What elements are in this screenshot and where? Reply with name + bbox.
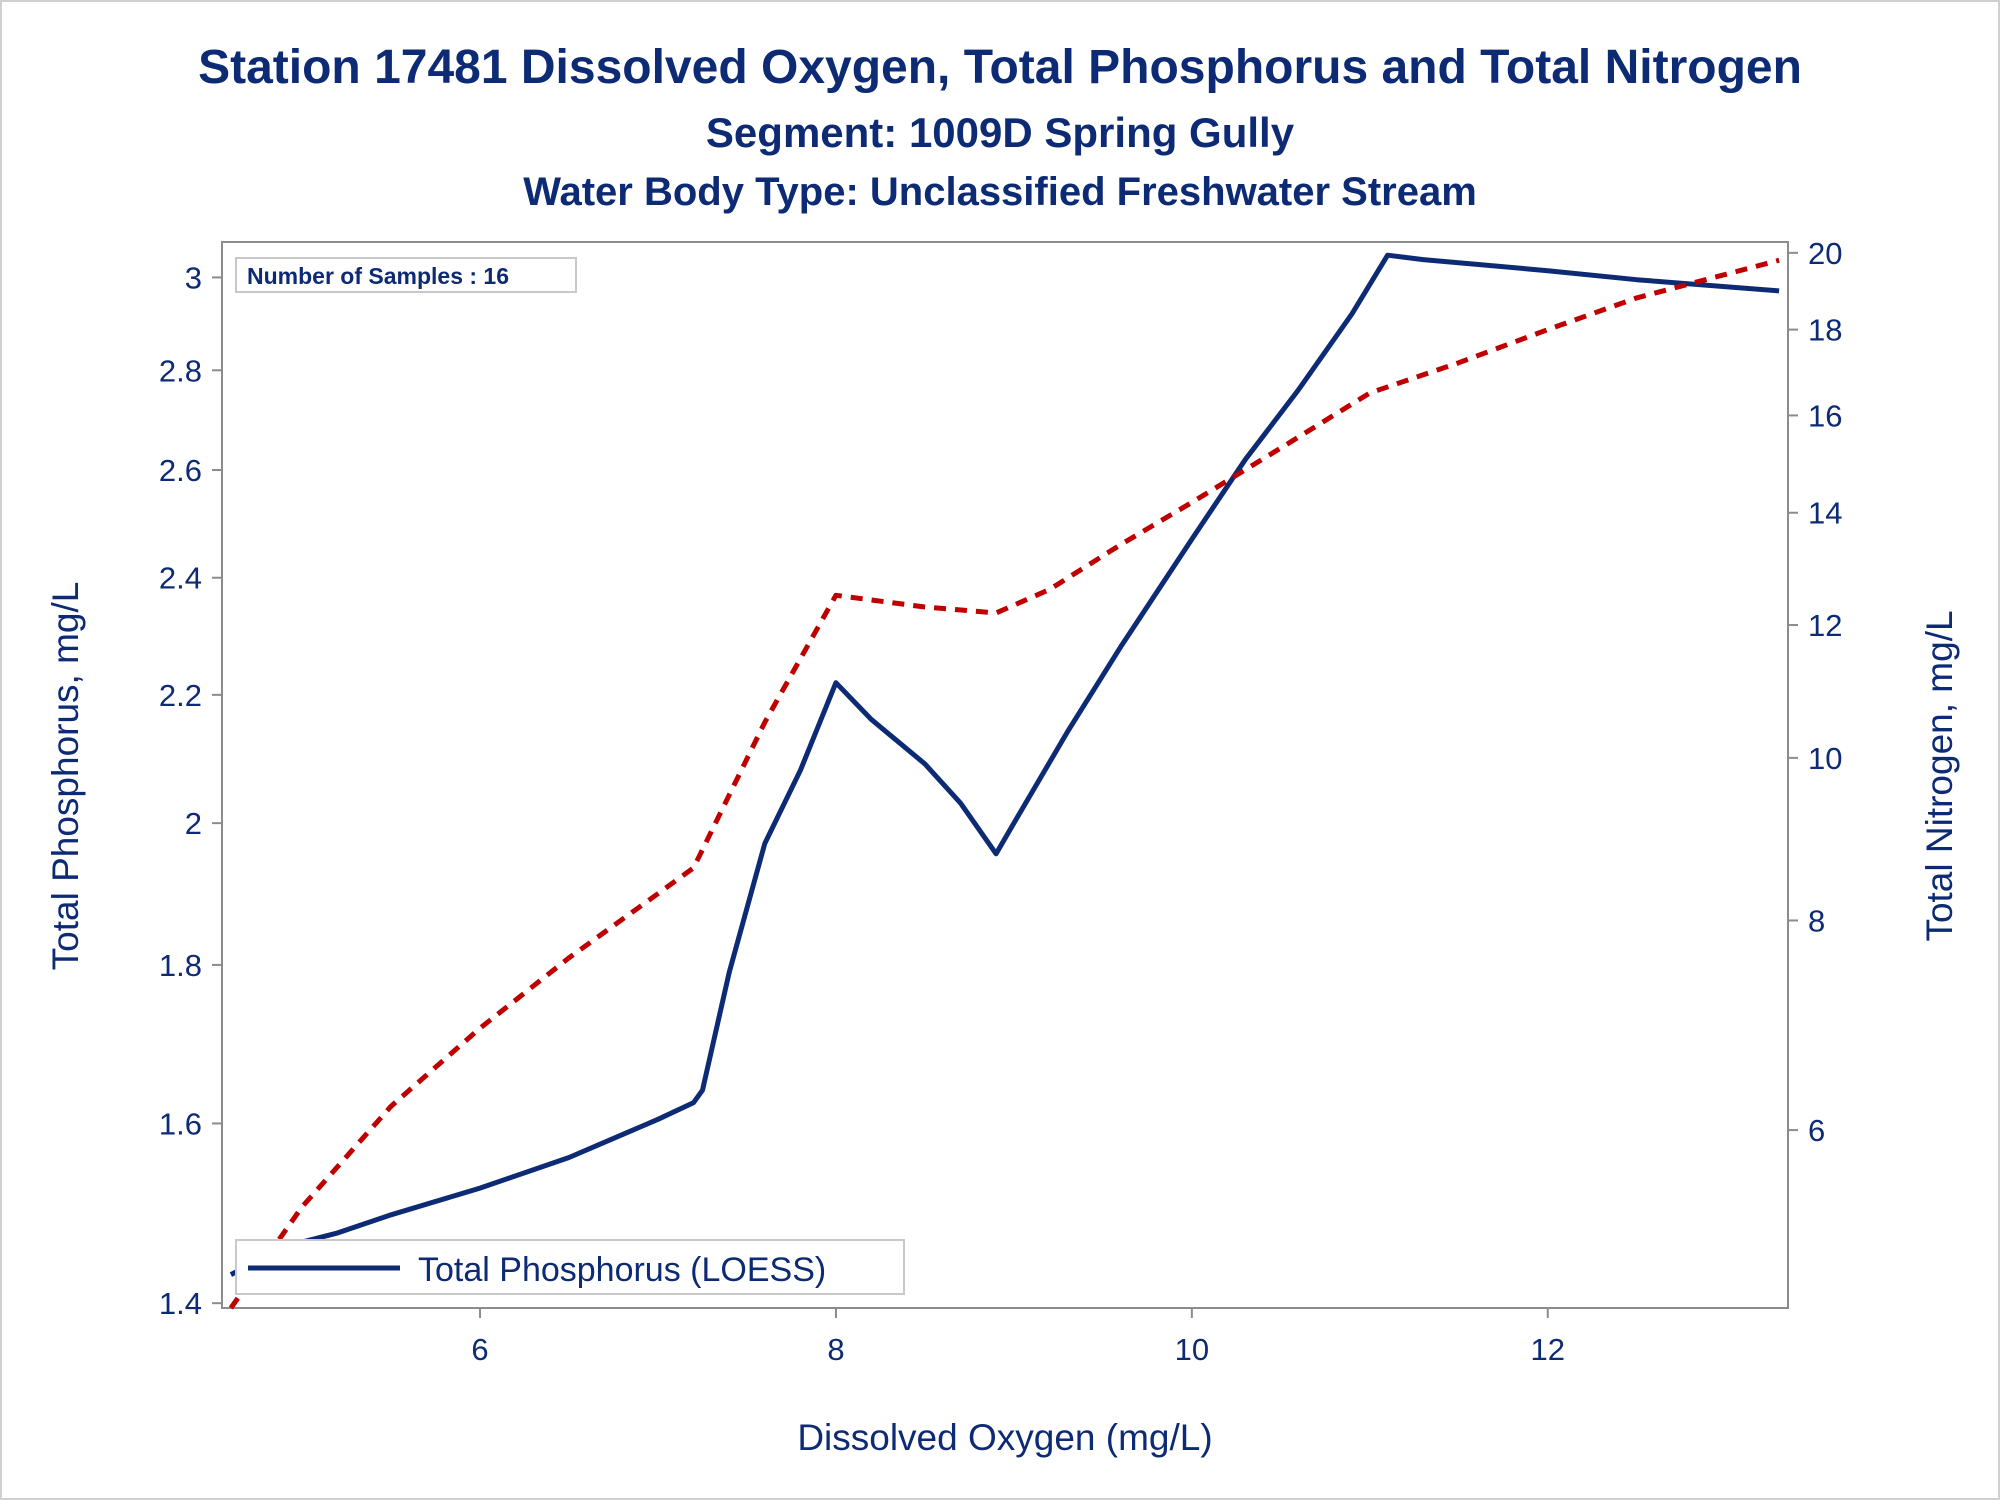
x-tick-label: 6 <box>471 1332 488 1367</box>
chart-subtitle-2: Water Body Type: Unclassified Freshwater… <box>523 170 1477 214</box>
y-tick-label: 2.6 <box>159 453 202 488</box>
y2-tick-label: 12 <box>1808 608 1842 643</box>
sample-count-label: Number of Samples : 16 <box>247 263 509 289</box>
y-tick-label: 1.6 <box>159 1106 202 1141</box>
y-tick-label: 1.4 <box>159 1286 202 1321</box>
y2-tick-label: 8 <box>1808 903 1825 938</box>
chart-subtitle: Segment: 1009D Spring Gully <box>705 109 1295 156</box>
y2-tick-label: 16 <box>1808 398 1842 433</box>
y-axis-right: 6 8 10 12 14 16 18 20 <box>1788 236 1842 1148</box>
y-axis-label: Total Phosphorus, mg/L <box>45 582 86 971</box>
x-axis-label: Dissolved Oxygen (mg/L) <box>797 1417 1212 1458</box>
y-tick-label: 2 <box>185 806 202 841</box>
x-tick-label: 10 <box>1175 1332 1209 1367</box>
y2-tick-label: 18 <box>1808 313 1842 348</box>
y2-tick-label: 6 <box>1808 1113 1825 1148</box>
y-tick-label: 2.2 <box>159 678 202 713</box>
x-tick-label: 8 <box>827 1332 844 1367</box>
y2-tick-label: 20 <box>1808 236 1842 271</box>
legend-entry-total-phosphorus: Total Phosphorus (LOESS) <box>418 1251 826 1289</box>
y-tick-label: 3 <box>185 260 202 295</box>
y2-axis-label: Total Nitrogen, mg/L <box>1919 610 1960 941</box>
sample-count-box <box>235 257 577 293</box>
x-tick-label: 12 <box>1531 1332 1565 1367</box>
series-layer <box>228 252 1780 1310</box>
y2-tick-label: 14 <box>1808 496 1842 531</box>
series-line-total-nitrogen <box>228 257 1780 1310</box>
y-tick-label: 2.4 <box>159 561 202 596</box>
y2-tick-label: 10 <box>1808 741 1842 776</box>
chart-title: Station 17481 Dissolved Oxygen, Total Ph… <box>198 41 1802 94</box>
series-line-total-phosphorus <box>229 252 1780 1277</box>
y-tick-label: 2.8 <box>159 353 202 388</box>
y-axis-left: 1.4 1.6 1.8 2 2.2 2.4 2.6 2.8 3 <box>159 260 222 1321</box>
y-tick-label: 1.8 <box>159 948 202 983</box>
x-axis: 6 8 10 12 <box>471 1308 1565 1367</box>
plot-area <box>221 241 1789 1309</box>
